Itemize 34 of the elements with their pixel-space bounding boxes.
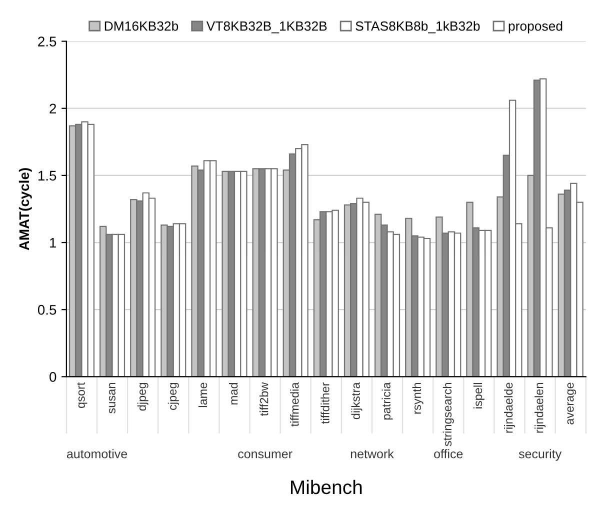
text: security: [518, 449, 562, 461]
x-tick-label: qsort: [77, 382, 88, 408]
text: automotive: [66, 449, 128, 458]
x-tick-label: ispell: [473, 383, 484, 408]
x-axis-title: Mibench: [291, 480, 362, 494]
legend-label: STAS8KB8b_1kB32b: [356, 21, 480, 34]
legend-label: proposed: [508, 21, 562, 34]
y-tick-label: 0.5: [38, 304, 56, 315]
x-tick-label: djpeg: [137, 382, 148, 411]
x-tick-label: patricia: [382, 382, 393, 420]
x-tick-label: rijndaelen: [534, 383, 546, 433]
x-tick-label: cjpeg: [168, 382, 179, 410]
x-tick-label: average: [567, 382, 576, 424]
x-tick-label: tiffmedia: [290, 382, 299, 426]
y-tick-label: 1.5: [38, 170, 56, 181]
y-tick-label: 2: [50, 104, 56, 114]
x-tick-label: susan: [108, 383, 116, 414]
text: consumer: [238, 451, 292, 458]
y-tick-label: 0: [50, 372, 56, 382]
x-tick-label: lame: [198, 382, 208, 408]
x-tick-label: tiffdither: [320, 382, 330, 424]
y-axis-title: AMAT(cycle): [18, 168, 32, 250]
text: office: [434, 449, 463, 458]
legend-label: DM16KB32b: [104, 21, 178, 31]
x-tick-label: rsynth: [412, 383, 424, 414]
x-tick-label: rijndaelde: [504, 382, 515, 433]
x-tick-label: dijkstra: [351, 382, 362, 420]
x-tick-label: tiff2bw: [260, 382, 268, 416]
legend-label: VT8KB32B_1KB32B: [206, 21, 327, 34]
y-tick-label: 1: [50, 238, 56, 248]
x-tick-label: mad: [228, 382, 238, 404]
y-tick-label: 2.5: [38, 36, 56, 46]
text: network: [350, 449, 394, 458]
x-tick-label: stringsearch: [442, 382, 454, 446]
